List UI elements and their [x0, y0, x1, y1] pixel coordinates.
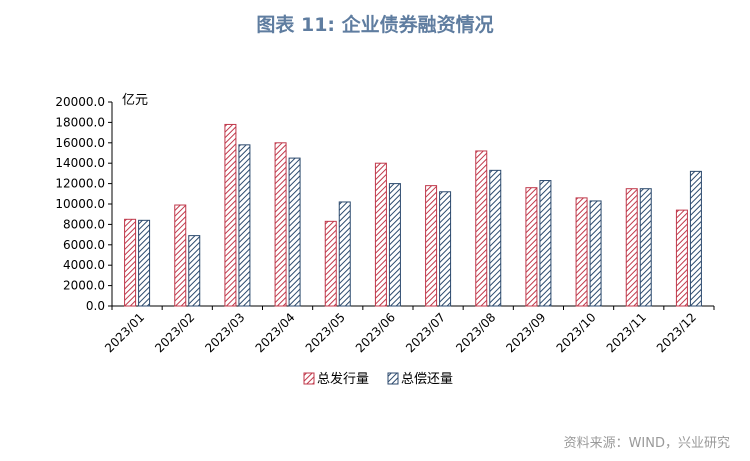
- bar-issuance: [374, 162, 387, 307]
- x-tick-label: 2023/12: [654, 310, 699, 355]
- bar-repayment: [589, 200, 602, 307]
- x-tick-label: 2023/11: [604, 310, 649, 355]
- bar-repayment: [439, 191, 452, 307]
- bar-repayment: [388, 183, 401, 307]
- bar-issuance: [675, 209, 688, 307]
- y-tick-label: 4000.0: [63, 258, 105, 272]
- legend-swatch-repayment: [387, 372, 399, 385]
- source-note: 资料来源：WIND，兴业研究: [563, 436, 730, 451]
- bar-repayment: [138, 219, 151, 307]
- x-tick-label: 2023/10: [554, 310, 599, 355]
- x-tick-label: 2023/04: [253, 310, 298, 355]
- y-tick-label: 10000.0: [55, 197, 105, 211]
- bar-repayment: [489, 169, 502, 307]
- bar-repayment: [539, 180, 552, 307]
- y-tick-label: 2000.0: [63, 279, 105, 293]
- y-tick-label: 0.0: [86, 299, 105, 313]
- bar-repayment: [238, 144, 251, 307]
- bar-issuance: [174, 204, 187, 307]
- y-tick-label: 18000.0: [55, 115, 105, 129]
- bar-issuance: [525, 187, 538, 307]
- bar-issuance: [575, 197, 588, 307]
- x-tick-label: 2023/05: [303, 310, 348, 355]
- bar-issuance: [124, 218, 137, 307]
- bar-issuance: [425, 185, 438, 307]
- bar-repayment: [639, 188, 652, 307]
- chart-title: 图表 11: 企业债券融资情况: [256, 14, 494, 36]
- y-tick-label: 16000.0: [55, 136, 105, 150]
- x-tick-label: 2023/07: [403, 310, 448, 355]
- x-tick-label: 2023/09: [503, 310, 548, 355]
- y-tick-label: 6000.0: [63, 238, 105, 252]
- bar-repayment: [188, 235, 201, 307]
- y-tick-label: 14000.0: [55, 156, 105, 170]
- bar-issuance: [274, 142, 287, 307]
- bar-issuance: [324, 220, 337, 307]
- bar-issuance: [224, 123, 237, 307]
- x-tick-label: 2023/08: [453, 310, 498, 355]
- y-tick-label: 20000.0: [55, 95, 105, 109]
- legend-swatch-issuance: [303, 372, 315, 385]
- x-tick-label: 2023/02: [152, 310, 197, 355]
- x-tick-label: 2023/03: [202, 310, 247, 355]
- bar-repayment: [689, 170, 702, 307]
- unit-label: 亿元: [122, 93, 148, 108]
- bar-repayment: [288, 157, 301, 307]
- x-tick-label: 2023/01: [102, 310, 147, 355]
- bar-issuance: [625, 188, 638, 307]
- legend-label-issuance: 总发行量: [317, 371, 369, 387]
- legend-label-repayment: 总偿还量: [401, 372, 453, 387]
- bar-issuance: [475, 150, 488, 307]
- legend: 总发行量 总偿还量: [303, 371, 453, 387]
- y-tick-label: 8000.0: [63, 217, 105, 231]
- x-tick-label: 2023/06: [353, 310, 398, 355]
- y-tick-label: 12000.0: [55, 177, 105, 191]
- bar-repayment: [338, 201, 351, 307]
